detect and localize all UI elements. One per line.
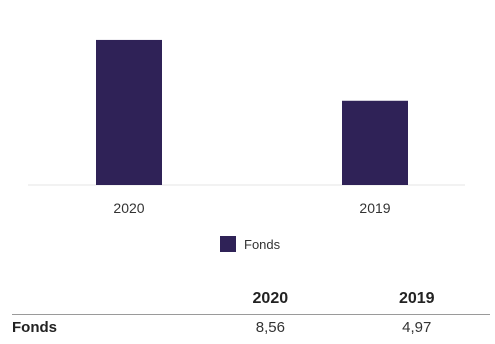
x-tick-label-2019: 2019 (359, 200, 390, 216)
table-header-corner (12, 290, 198, 315)
data-table: 2020 2019 Fonds 8,56 4,97 (12, 290, 490, 336)
table-row: Fonds 8,56 4,97 (12, 315, 490, 336)
table-row-label: Fonds (12, 319, 57, 336)
table-cell: 8,56 (255, 319, 285, 336)
legend-label-fonds: Fonds (244, 236, 281, 252)
bar-chart: 2020 2019 (28, 39, 465, 216)
bar-2020 (96, 39, 162, 185)
legend-swatch-fonds (220, 236, 236, 252)
table-header-2019: 2019 (343, 290, 490, 315)
legend: Fonds (220, 236, 280, 252)
table-header-2020: 2020 (197, 290, 344, 315)
x-tick-label-2020: 2020 (113, 200, 144, 216)
table-cell: 4,97 (402, 319, 432, 336)
bar-2019 (342, 100, 408, 185)
table-header-row: 2020 2019 (12, 290, 490, 315)
